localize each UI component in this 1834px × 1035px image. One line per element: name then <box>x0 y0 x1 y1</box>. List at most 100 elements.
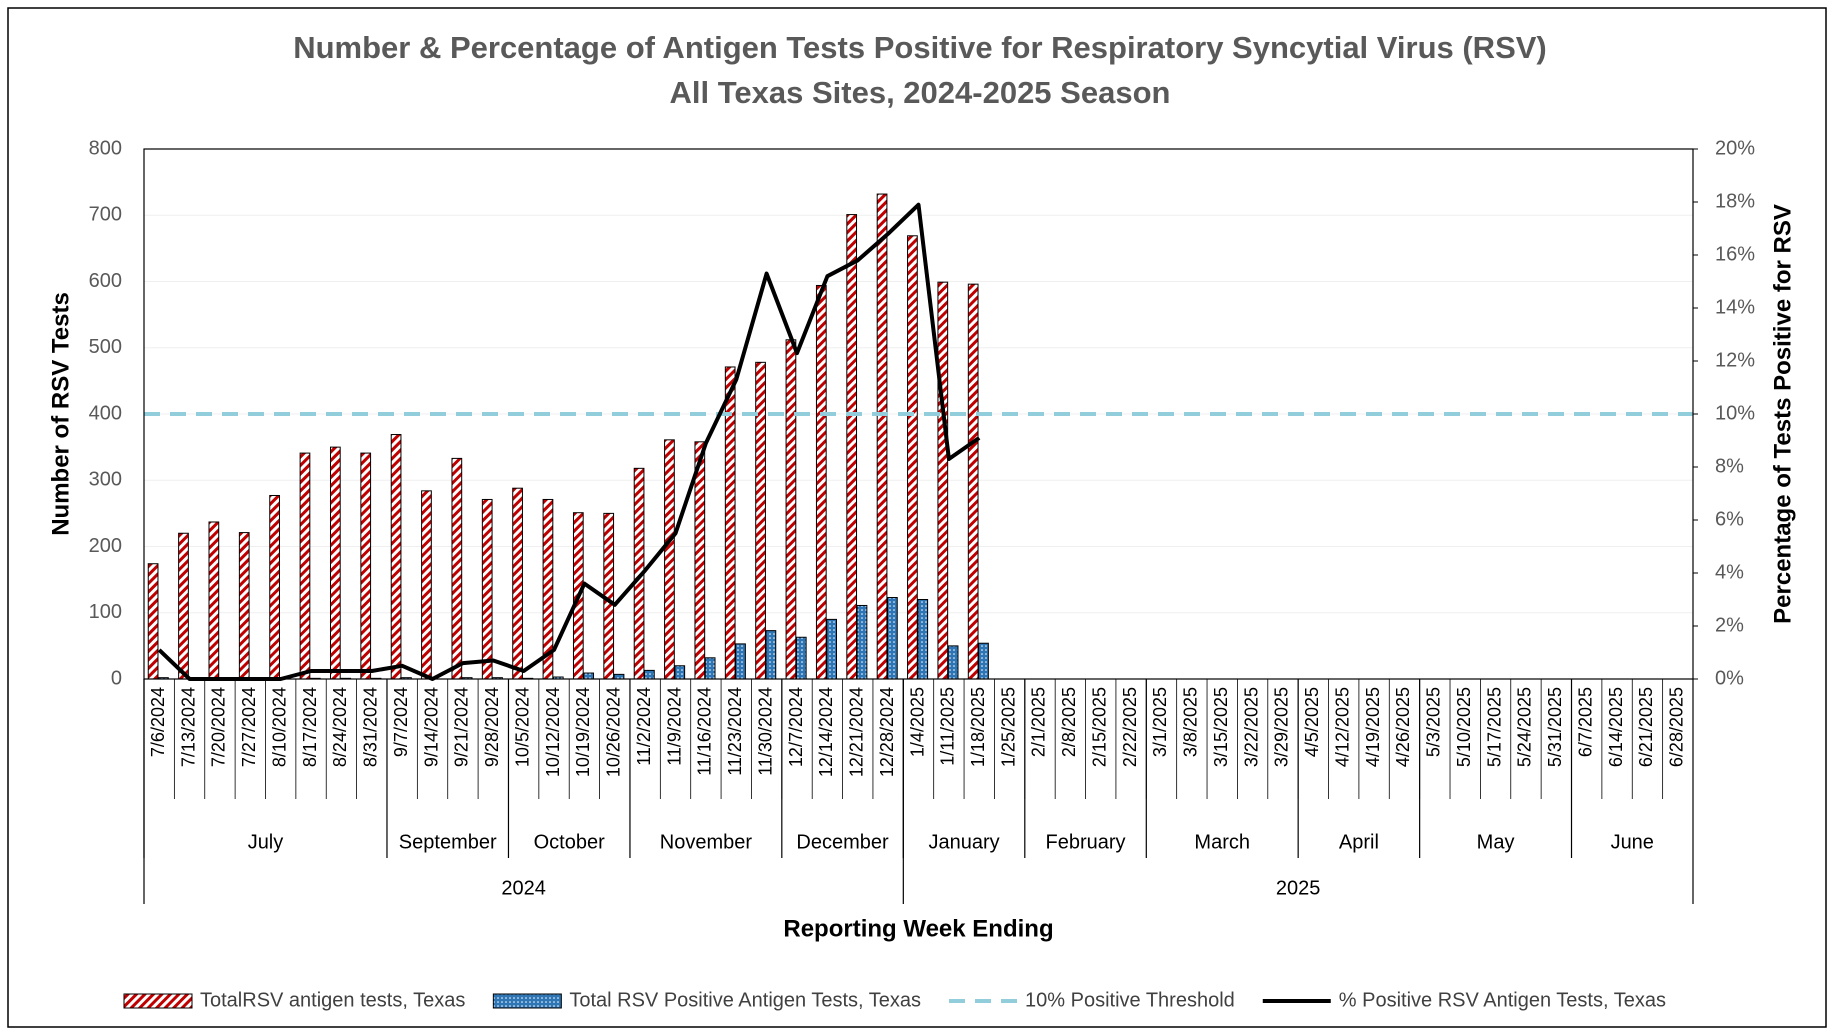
bar <box>299 452 311 680</box>
y-tick-label: 200 <box>89 535 122 557</box>
y2-tick-label: 0% <box>1715 667 1744 689</box>
x-tick-label: 8/10/2024 <box>269 687 289 767</box>
x-tick-label: 6/21/2025 <box>1636 687 1656 767</box>
x-tick-label: 9/21/2024 <box>452 687 472 767</box>
x-tick-label: 7/27/2024 <box>239 687 259 767</box>
chart-title: Number & Percentage of Antigen Tests Pos… <box>293 30 1547 65</box>
month-label: December <box>796 831 889 853</box>
bar <box>856 604 868 680</box>
x-tick-label: 10/5/2024 <box>512 687 532 767</box>
bar <box>208 521 220 680</box>
y-tick-label: 800 <box>89 137 122 159</box>
x-tick-label: 12/28/2024 <box>877 687 897 777</box>
x-tick-label: 9/14/2024 <box>421 687 441 767</box>
bar <box>360 452 372 680</box>
bar <box>978 642 989 680</box>
legend-label: Total RSV Positive Antigen Tests, Texas <box>569 989 921 1011</box>
bar <box>826 618 837 680</box>
x-tick-label: 9/7/2024 <box>391 687 411 757</box>
month-label: July <box>248 831 284 853</box>
x-tick-label: 4/12/2025 <box>1332 687 1352 767</box>
x-tick-label: 5/3/2025 <box>1424 687 1444 757</box>
bar <box>765 630 777 680</box>
x-tick-label: 1/18/2025 <box>968 687 988 767</box>
x-tick-label: 5/31/2025 <box>1545 687 1565 767</box>
x-tick-label: 1/4/2025 <box>907 687 927 757</box>
x-tick-label: 9/28/2024 <box>482 687 502 767</box>
y-tick-label: 100 <box>89 601 122 623</box>
x-tick-label: 7/6/2024 <box>148 687 168 757</box>
line <box>157 202 981 681</box>
x-tick-label: 3/29/2025 <box>1272 687 1292 767</box>
bar <box>178 532 189 680</box>
legend-swatch <box>123 993 193 1009</box>
bar <box>735 643 746 680</box>
y-tick-label: 600 <box>89 270 122 292</box>
bar <box>390 434 402 680</box>
y2-tick-label: 12% <box>1715 349 1755 371</box>
bar <box>613 673 625 680</box>
month-label: November <box>660 831 753 853</box>
x-tick-label: 6/14/2025 <box>1606 687 1626 767</box>
y-tick-label: 0 <box>111 667 122 689</box>
y2-axis-title: Percentage of Tests Positive for RSV <box>1769 204 1796 624</box>
legend-label: % Positive RSV Antigen Tests, Texas <box>1339 989 1666 1011</box>
bar <box>512 487 523 680</box>
month-label: June <box>1611 831 1654 853</box>
bar <box>664 439 675 680</box>
y2-tick-label: 16% <box>1715 243 1755 265</box>
bar <box>937 281 949 680</box>
x-tick-label: 5/17/2025 <box>1484 687 1504 767</box>
x-tick-label: 8/17/2024 <box>300 687 320 767</box>
x-tick-label: 11/30/2024 <box>755 687 775 776</box>
x-tick-label: 5/24/2025 <box>1515 687 1535 767</box>
month-label: April <box>1339 831 1379 853</box>
x-tick-label: 2/8/2025 <box>1059 687 1079 757</box>
x-tick-label: 10/19/2024 <box>573 687 593 777</box>
bar <box>329 446 341 680</box>
y2-tick-label: 20% <box>1715 137 1755 159</box>
y2-tick-label: 4% <box>1715 561 1744 583</box>
y2-tick-label: 8% <box>1715 455 1744 477</box>
bar <box>674 665 686 680</box>
chart-border <box>7 7 1827 1028</box>
y-tick-label: 300 <box>89 469 122 491</box>
y2-tick-label: 14% <box>1715 296 1755 318</box>
y-axis-title: Number of RSV Tests <box>47 292 74 536</box>
x-tick-label: 3/8/2025 <box>1181 687 1201 757</box>
bar <box>755 361 766 680</box>
y-tick-label: 500 <box>89 336 122 358</box>
x-tick-label: 4/5/2025 <box>1302 687 1322 757</box>
x-tick-label: 4/19/2025 <box>1363 687 1383 767</box>
bar <box>481 498 493 680</box>
bar <box>815 284 827 680</box>
legend-swatch <box>492 993 562 1009</box>
x-tick-label: 8/31/2024 <box>361 687 381 767</box>
y-tick-label: 400 <box>89 402 122 424</box>
bar <box>947 645 959 680</box>
chart-subtitle: All Texas Sites, 2024-2025 Season <box>670 75 1171 110</box>
x-tick-label: 4/26/2025 <box>1393 687 1413 767</box>
x-tick-label: 7/20/2024 <box>209 687 229 767</box>
month-label: May <box>1477 831 1515 853</box>
legend-label: TotalRSV antigen tests, Texas <box>200 989 465 1011</box>
bar <box>887 597 898 680</box>
x-tick-label: 5/10/2025 <box>1454 687 1474 767</box>
x-tick-label: 1/25/2025 <box>998 687 1018 767</box>
x-tick-label: 2/1/2025 <box>1029 687 1049 757</box>
x-tick-label: 11/9/2024 <box>664 687 684 766</box>
bar <box>147 563 159 680</box>
bar <box>421 490 432 680</box>
x-tick-label: 11/23/2024 <box>725 687 745 776</box>
month-label: October <box>534 831 605 853</box>
x-tick-label: 3/22/2025 <box>1241 687 1261 767</box>
y-tick-label: 700 <box>89 204 122 226</box>
y2-tick-label: 6% <box>1715 508 1744 530</box>
y2-tick-label: 18% <box>1715 190 1755 212</box>
x-tick-label: 12/7/2024 <box>786 687 806 767</box>
bar <box>907 235 918 680</box>
x-tick-label: 10/26/2024 <box>604 687 624 777</box>
bar <box>876 193 888 680</box>
bar <box>644 669 655 680</box>
month-label: March <box>1194 831 1250 853</box>
